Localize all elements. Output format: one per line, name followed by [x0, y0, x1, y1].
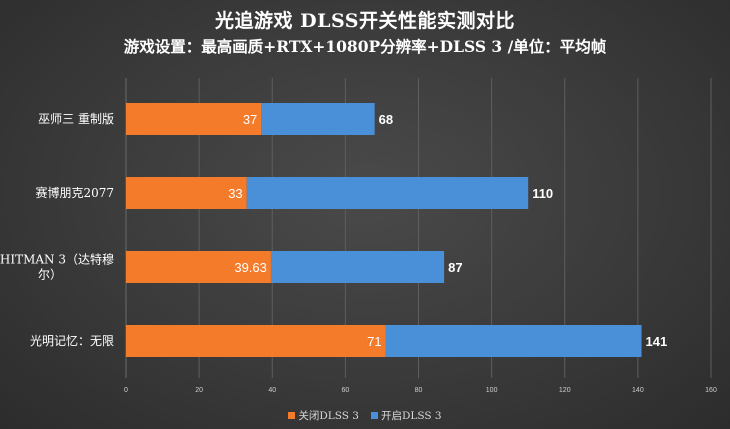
category-label: 光明记忆：无限 — [30, 334, 114, 348]
data-label-dlss-on: 68 — [379, 112, 393, 127]
legend-item-dlss-off: 关闭DLSS 3 — [288, 408, 359, 423]
bar-dlss-on — [385, 325, 642, 357]
category-label: HITMAN 3（达特穆尔） — [0, 252, 114, 282]
x-tick-label: 40 — [268, 387, 276, 394]
data-label-dlss-off: 33 — [228, 186, 242, 201]
data-label-dlss-off: 71 — [367, 334, 381, 349]
category-label: 赛博朋克2077 — [35, 185, 114, 200]
legend-swatch-dlss-off — [288, 412, 296, 419]
bar-dlss-on — [261, 103, 375, 135]
bar-dlss-on — [270, 251, 445, 283]
bar-dlss-off — [126, 251, 271, 283]
chart-subtitle: 游戏设置：最高画质+RTX+1080P分辨率+DLSS 3 /单位：平均帧 — [123, 37, 607, 56]
x-tick-label: 80 — [415, 387, 423, 394]
x-tick-label: 100 — [486, 387, 498, 394]
data-label-dlss-on: 110 — [532, 186, 553, 201]
x-tick-label: 160 — [705, 387, 717, 394]
x-tick-label: 60 — [341, 387, 349, 394]
bar-dlss-off — [126, 103, 262, 135]
bar-dlss-off — [126, 177, 247, 209]
category-label: 巫师三 重制版 — [38, 112, 114, 126]
legend-swatch-dlss-on — [371, 412, 378, 419]
x-tick-label: 140 — [632, 387, 644, 394]
chart-title: 光追游戏 DLSS开关性能实测对比 — [215, 10, 515, 32]
x-tick-label: 0 — [124, 387, 128, 394]
x-tick-labels: 0 20 40 60 80 100 120 140 160 — [124, 387, 717, 394]
x-tick-label: 120 — [559, 387, 571, 394]
bars — [126, 103, 642, 357]
legend-label-dlss-on: 开启DLSS 3 — [381, 410, 442, 422]
bar-dlss-off — [126, 325, 386, 357]
data-label-dlss-on: 87 — [448, 260, 462, 275]
legend: 关闭DLSS 3 开启DLSS 3 — [0, 408, 730, 423]
data-label-dlss-off: 39.63 — [234, 260, 267, 275]
bar-dlss-on — [246, 177, 529, 209]
legend-label-dlss-off: 关闭DLSS 3 — [298, 410, 359, 422]
data-label-dlss-on: 141 — [646, 334, 668, 349]
data-label-dlss-off: 37 — [243, 112, 257, 127]
x-tick-label: 20 — [195, 387, 203, 394]
data-labels: 37 68 33 110 39.63 87 71 141 — [228, 112, 667, 349]
legend-item-dlss-on: 开启DLSS 3 — [371, 408, 442, 423]
